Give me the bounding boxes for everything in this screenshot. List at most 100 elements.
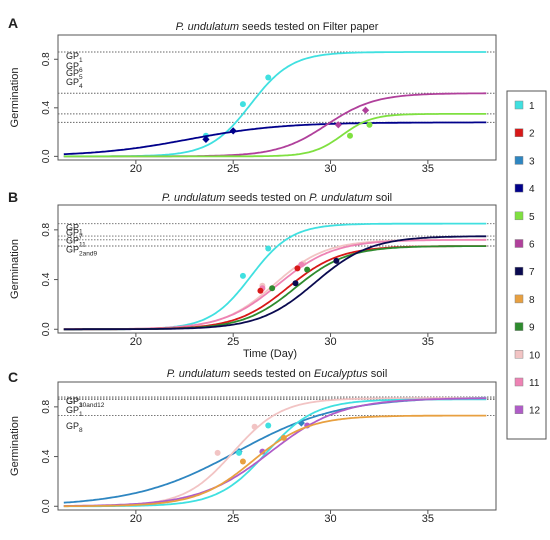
y-tick-label: 0.8 [41,222,52,236]
legend-swatch-5 [514,211,524,221]
legend-swatch-3 [514,156,524,165]
title-part: P. undulatum [309,192,372,204]
panel-A: P. undulatum seeds tested on Filter pape… [54,21,497,164]
gp-label: GP1 [66,223,83,236]
x-tick-label: 30 [324,336,336,348]
series-4-point [229,127,237,135]
panel-letter: A [8,15,18,31]
series-7-point [333,257,340,264]
gp-label-main: GP [66,405,79,415]
x-tick-label: 35 [422,163,434,175]
gp-label-main: GP [66,68,79,78]
title-part: seeds tested on Filter paper [239,21,379,33]
chart-title: P. undulatum seeds tested on P. undulatu… [162,192,392,204]
series-2-point [294,265,301,272]
legend-frame [506,90,547,440]
series-10-point [214,449,221,456]
chart-title: P. undulatum seeds tested on Filter pape… [176,21,379,33]
x-tick-label: 30 [324,513,336,525]
series-1-point [265,422,272,429]
gp-label: GP1 [66,51,83,64]
series-6-point [334,121,342,129]
series-9-point [304,266,311,273]
legend-swatch-4 [514,183,524,193]
y-tick-label: 0.4 [41,100,52,114]
gp-label: GP8 [66,421,83,434]
x-tick-label: 20 [130,163,142,175]
legend-swatch-6 [514,239,524,248]
series-1-point [265,74,272,81]
gp-label: GP5 [66,68,83,81]
x-tick-label: 25 [227,163,239,175]
legend-label-1: 1 [529,101,535,112]
series-12-line [63,397,487,507]
series-5-point [347,132,353,139]
series-4-line [63,121,487,156]
legend-swatch-2 [514,128,524,137]
y-tick-label: 0.4 [41,272,52,286]
title-part: seeds tested on [230,368,314,380]
series-1-line [63,51,487,158]
title-part: P. undulatum [176,21,239,33]
series-7-point [292,280,299,287]
legend-swatch-7 [514,266,524,276]
gp-label: GP11 [66,236,86,249]
gp-label-main: GP [66,61,79,71]
series-1-point [239,101,246,108]
plot-frame [57,204,497,334]
series-11-point [298,261,305,268]
title-part: P. undulatum [162,192,225,204]
gp-label-sub: 7 [79,234,83,241]
series-6-line [63,92,487,158]
legend-label-10: 10 [529,350,541,361]
series-8-point [239,458,246,465]
y-tick-label: 0.8 [41,52,52,66]
legend-swatch-10 [514,350,524,359]
legend-swatch-11 [514,377,524,387]
gp-label-sub: 2and9 [79,251,97,258]
x-tick-label: 25 [227,513,239,525]
panel-B: P. undulatum seeds tested on P. undulatu… [54,192,497,337]
series-4-point [202,135,210,143]
series-10-point [251,423,258,430]
legend-label-4: 4 [529,184,535,195]
legend-label-3: 3 [529,156,535,167]
x-tick-label: 35 [422,336,434,348]
gp-label-main: GP [66,396,79,406]
series-7-line [63,235,487,331]
gp-label-sub: 6 [79,67,83,74]
chart-title: P. undulatum seeds tested on Eucalyptus … [167,368,388,380]
gp-label-main: GP [66,236,79,246]
legend-swatch-1 [514,100,524,110]
gp-label-main: GP [66,228,79,238]
y-tick-label: 0.0 [41,149,52,163]
x-tick-label: 20 [130,513,142,525]
gp-label: GP7 [66,228,83,241]
gp-label-sub: 3 [79,402,83,409]
x-axis-label: Time (Day) [243,348,297,360]
legend-label-11: 11 [529,378,540,389]
legend-swatch-9 [514,322,524,331]
gp-label-main: GP [66,245,79,255]
gp-label-main: GP [66,223,79,233]
title-part: soil [368,368,388,380]
gp-label-sub: 5 [79,74,83,81]
gp-label-sub: 8 [79,427,83,434]
y-tick-label: 0.0 [41,499,52,513]
series-1-point [239,272,246,279]
series-10-line [63,397,487,508]
series-9-point [269,285,276,292]
gp-label-main: GP [66,421,79,431]
series-8-point [280,434,287,441]
series-5-line [63,113,487,158]
gp-label-sub: 1 [79,411,83,418]
gp-label-sub: 11 [79,242,86,249]
x-tick-label: 25 [227,336,239,348]
series-6-point [361,106,370,114]
legend-label-5: 5 [529,212,535,223]
gp-label-sub: 1 [79,229,83,236]
series-5-point [366,121,373,128]
plot-frame [57,34,497,161]
gp-label: GP2and9 [66,245,97,258]
